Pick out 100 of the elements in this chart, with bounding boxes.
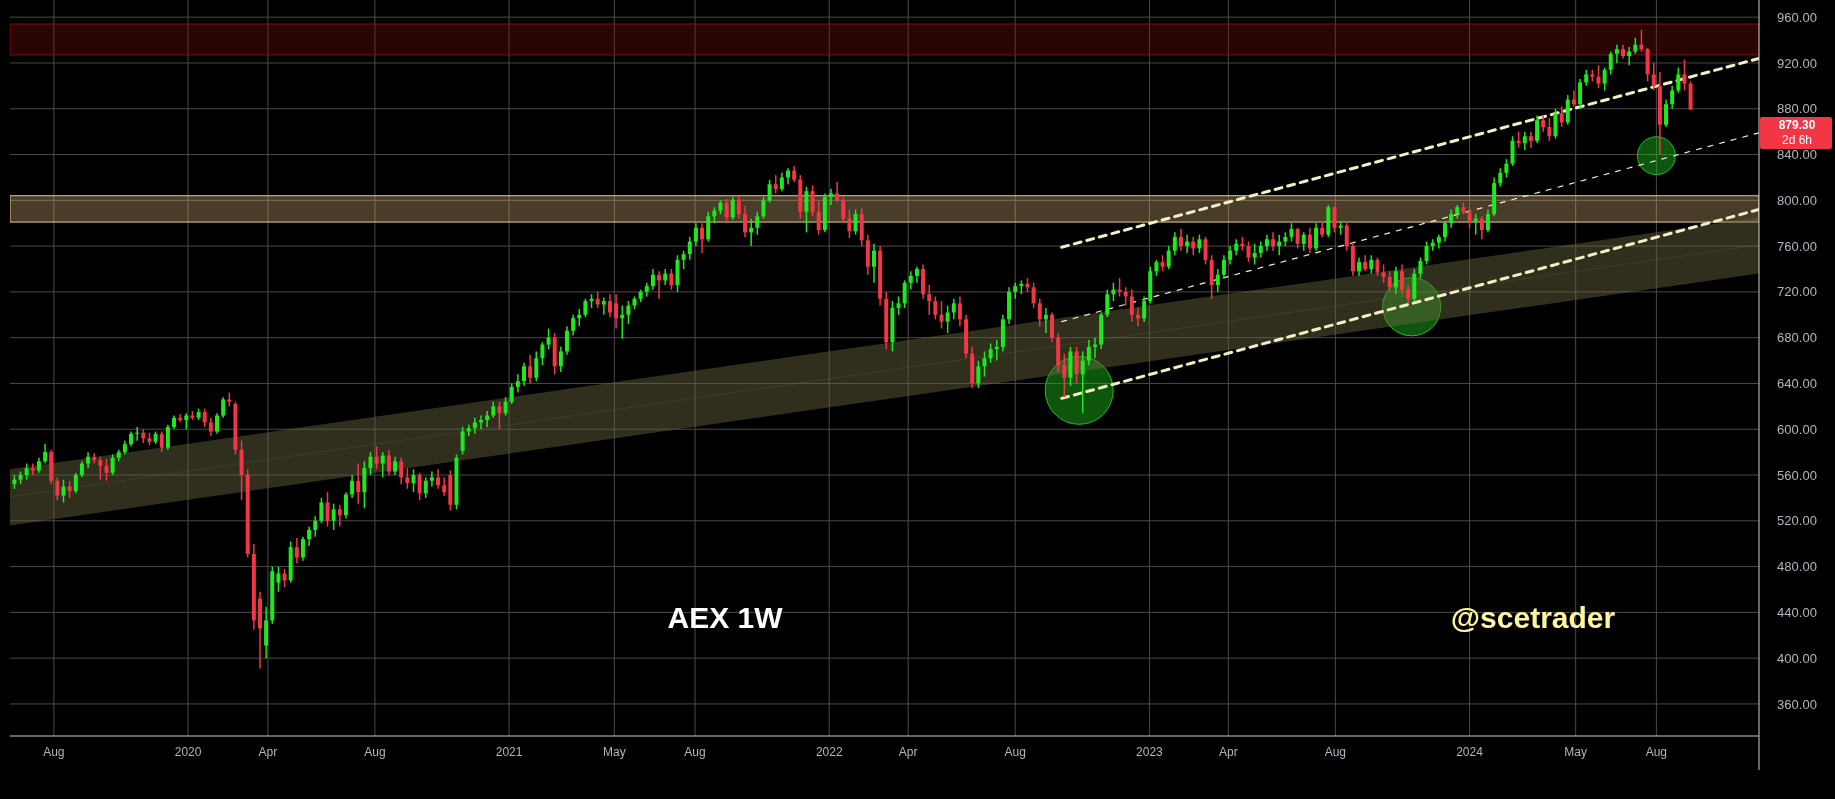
candlestick	[61, 478, 66, 504]
y-tick-label: 840.00	[1777, 147, 1817, 163]
candlestick	[356, 462, 361, 505]
candlestick	[528, 354, 533, 385]
candlestick	[896, 295, 901, 316]
y-tick-label: 720.00	[1777, 284, 1817, 300]
candlestick	[564, 325, 569, 356]
candlestick	[497, 401, 502, 430]
candlestick	[626, 300, 631, 325]
annotation: @scetrader	[1450, 601, 1616, 634]
candlestick	[1301, 231, 1306, 252]
candlestick	[853, 208, 858, 236]
candlestick	[294, 537, 299, 564]
candlestick	[1565, 94, 1570, 126]
y-tick-label: 400.00	[1777, 650, 1817, 666]
candlestick	[976, 359, 981, 389]
candlestick	[436, 468, 441, 490]
candlestick	[515, 373, 520, 394]
candlestick	[706, 211, 711, 243]
candlestick	[540, 341, 545, 366]
y-tick-label: 440.00	[1777, 604, 1817, 620]
candlestick	[1510, 135, 1515, 167]
candlestick	[331, 502, 336, 531]
candlestick	[534, 350, 539, 382]
candlestick	[1664, 98, 1669, 128]
candlestick	[761, 196, 766, 220]
x-tick-label: Aug	[43, 745, 65, 759]
candlestick	[215, 412, 219, 435]
candlestick	[159, 430, 164, 453]
candlestick	[1467, 208, 1472, 229]
candlestick	[767, 178, 772, 204]
candlestick	[724, 198, 729, 224]
candlestick	[1031, 281, 1036, 309]
candlestick	[988, 342, 993, 364]
candlestick	[1614, 43, 1619, 64]
candlestick	[368, 451, 373, 476]
candlestick	[417, 471, 422, 501]
candlestick	[1037, 298, 1042, 327]
candlestick	[405, 467, 410, 490]
candlestick	[1676, 66, 1681, 94]
candlestick	[1375, 256, 1380, 277]
candlestick	[1418, 256, 1423, 279]
candlestick	[460, 426, 465, 456]
candlestick	[908, 270, 913, 291]
candlestick	[411, 468, 416, 493]
x-tick-label: Apr	[898, 745, 918, 759]
candlestick	[1670, 85, 1675, 110]
candlestick	[73, 471, 78, 495]
candlestick	[1442, 220, 1447, 243]
candlestick	[343, 491, 348, 520]
x-tick-label: Apr	[1218, 745, 1238, 759]
candlestick	[1332, 205, 1337, 234]
candlestick	[1547, 117, 1552, 142]
candlestick	[386, 449, 391, 476]
x-tick-label: Apr	[258, 745, 278, 759]
candlestick	[1215, 268, 1220, 293]
candlestick	[583, 298, 588, 318]
candlestick	[829, 188, 833, 206]
x-tick-label: May	[1564, 745, 1588, 759]
candlestick	[1400, 263, 1405, 295]
candlestick	[325, 491, 330, 528]
candlestick	[1295, 227, 1300, 250]
candlestick	[951, 298, 956, 321]
candlestick	[1080, 350, 1085, 414]
candlestick	[423, 476, 428, 499]
candlestick	[1289, 222, 1294, 243]
candlestick	[165, 423, 170, 451]
candlestick	[1535, 114, 1540, 144]
candlestick	[957, 295, 962, 327]
candlestick	[55, 476, 60, 501]
candlestick	[1357, 256, 1362, 277]
candlestick	[1602, 66, 1607, 92]
candlestick	[693, 222, 698, 247]
candlestick	[1498, 167, 1503, 188]
candlestick	[1522, 130, 1527, 151]
candlestick	[681, 249, 686, 270]
x-tick-label: May	[603, 745, 626, 759]
candlestick	[300, 536, 305, 562]
candlestick	[1062, 352, 1067, 398]
candlestick	[380, 451, 385, 479]
candlestick	[1485, 208, 1490, 234]
y-tick-label: 920.00	[1777, 55, 1817, 71]
candlestick	[927, 284, 932, 316]
candlestick	[1197, 233, 1202, 254]
candlestick	[202, 407, 207, 428]
candlestick	[730, 196, 735, 221]
candlestick	[945, 304, 950, 334]
candlestick	[1344, 222, 1349, 252]
y-tick-label: 680.00	[1777, 330, 1817, 346]
candlestick	[546, 327, 551, 350]
candlestick	[221, 396, 226, 419]
candlestick	[558, 346, 563, 373]
candlestick	[1682, 58, 1687, 92]
candlestick	[1381, 263, 1386, 284]
candlestick	[1142, 295, 1147, 323]
y-tick-label: 360.00	[1777, 696, 1817, 712]
candlestick	[1449, 208, 1454, 229]
candlestick	[773, 174, 778, 195]
candlestick	[350, 474, 355, 499]
x-tick-label: Aug	[684, 745, 706, 759]
